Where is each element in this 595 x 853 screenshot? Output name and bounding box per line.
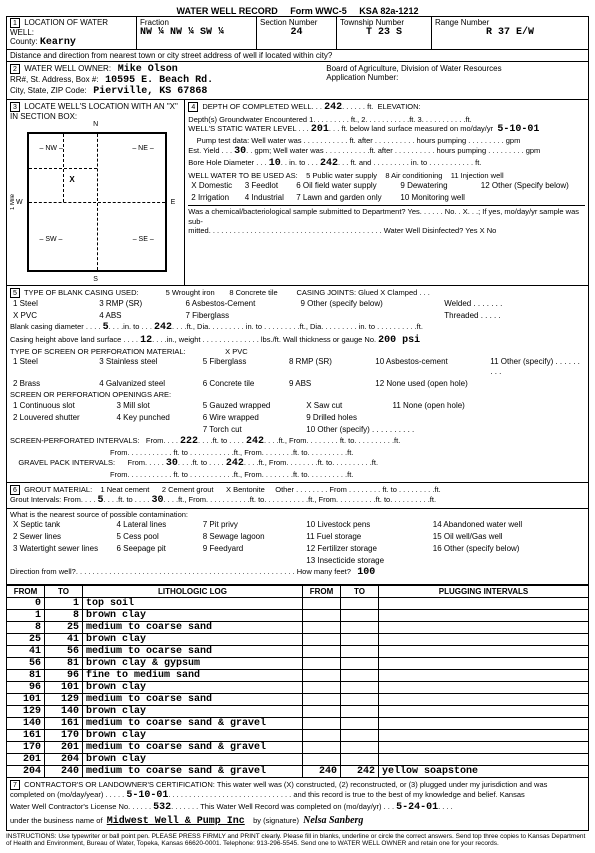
location-table: 1 LOCATION OF WATER WELL: County: Kearny… (6, 16, 589, 62)
sec6-num: 6 (10, 485, 20, 495)
table-row: 8196fine to medium sand (7, 669, 589, 681)
township-label: Township Number (340, 18, 428, 27)
cert-section: 7 CONTRACTOR'S OR LANDOWNER'S CERTIFICAT… (6, 778, 589, 832)
elev-label: ELEVATION: (378, 102, 421, 111)
fraction-val: NW ¼ NW ¼ SW ¼ (140, 27, 253, 38)
mile-w: 1 Mile (10, 194, 16, 210)
depth-l1: Depth(s) Groundwater Encountered 1. . . … (188, 115, 471, 124)
loc-label: LOCATION OF WATER WELL: (10, 18, 108, 37)
depth-title: DEPTH OF COMPLETED WELL (202, 102, 311, 111)
sec3-num: 3 (10, 102, 20, 112)
section-label: Section Number (260, 18, 333, 27)
table-row: 204240medium to coarse sand & gravel2402… (7, 765, 589, 777)
diagram-s: S (10, 276, 181, 283)
log-table: FROM TO LITHOLOGIC LOG FROM TO PLUGGING … (6, 585, 589, 778)
board-text: Board of Agriculture, Division of Water … (326, 64, 585, 73)
table-row: 01top soil (7, 597, 589, 609)
sec2-num: 2 (10, 64, 20, 74)
ksa: KSA 82a-1212 (359, 6, 418, 16)
diagram-n: N (10, 121, 181, 128)
owner-name: Mike Olson (118, 64, 178, 75)
addr-val: 10595 E. Beach Rd. (105, 75, 213, 86)
table-row: 18brown clay (7, 609, 589, 621)
table-row: 5681brown clay & gypsum (7, 657, 589, 669)
table-row: 170201medium to coarse sand & gravel (7, 741, 589, 753)
township-val: T 23 S (340, 27, 428, 38)
sec34-row: 3 LOCATE WELL'S LOCATION WITH AN "X" IN … (6, 100, 589, 286)
casing-section: 5 TYPE OF BLANK CASING USED: 5 Wrought i… (6, 286, 589, 483)
sec1-num: 1 (10, 18, 20, 28)
table-row: 161170brown clay (7, 729, 589, 741)
form-title: WATER WELL RECORD (177, 6, 278, 16)
contam-table: X Septic tank4 Lateral lines7 Pit privy1… (10, 519, 585, 567)
county-label: County: (10, 37, 38, 46)
addr-label: RR#, St. Address, Box #: (10, 75, 98, 84)
depth-val: 242 (324, 102, 342, 113)
diagram-w: W (16, 199, 23, 206)
distance-text: Distance and direction from nearest town… (7, 50, 589, 62)
table-row: 4156medium to ocarse sand (7, 645, 589, 657)
perf-mat-table: 1 Steel 3 Stainless steel 5 Fiberglass 8… (10, 356, 585, 390)
sec4-num: 4 (188, 102, 198, 112)
form-id: Form WWC-5 (290, 6, 347, 16)
range-val: R 37 E/W (435, 27, 585, 38)
table-row: 101129medium to coarse sand (7, 693, 589, 705)
fraction-label: Fraction (140, 18, 253, 27)
range-label: Range Number (435, 18, 585, 27)
table-row: 96101brown clay (7, 681, 589, 693)
table-row: 129140brown clay (7, 705, 589, 717)
uses-table: X Domestic3 Feedlot6 Oil field water sup… (188, 180, 585, 204)
grout-section: 6 GROUT MATERIAL: 1 Neat cement 2 Cement… (6, 483, 589, 585)
section-val: 24 (260, 27, 333, 38)
instructions: INSTRUCTIONS: Use typewriter or ball poi… (6, 833, 589, 847)
section-diagram: – NW – – NE – – SW – – SE – X (27, 132, 167, 272)
sec5-num: 5 (10, 288, 20, 298)
city-label: City, State, ZIP Code: (10, 86, 87, 95)
sec3-title: LOCATE WELL'S LOCATION WITH AN "X" IN SE… (10, 102, 178, 121)
table-row: 825medium to coarse sand (7, 621, 589, 633)
table-row: 140161medium to coarse sand & gravel (7, 717, 589, 729)
table-row: 201204brown clay (7, 753, 589, 765)
owner-title: WATER WELL OWNER: (24, 64, 111, 73)
owner-section: 2 WATER WELL OWNER: Mike Olson RR#, St. … (6, 62, 589, 100)
city-val: Pierville, KS 67868 (93, 86, 207, 97)
table-row: 2541brown clay (7, 633, 589, 645)
appnum-label: Application Number: (326, 73, 585, 82)
sec7-num: 7 (10, 780, 20, 790)
diagram-e: E (171, 199, 176, 206)
county-val: Kearny (40, 37, 76, 48)
